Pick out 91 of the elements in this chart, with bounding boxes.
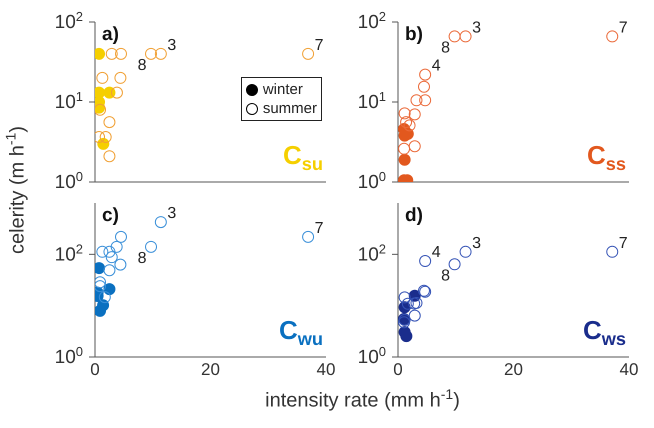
y-tick-label: 10$^{1}$ (358, 88, 386, 113)
annotation: 7 (618, 19, 628, 36)
text: winter (262, 80, 303, 99)
x-tick-label: 40 (618, 360, 640, 379)
point (419, 68, 432, 81)
point (103, 150, 116, 162)
annotation: C$_{wu}$ (278, 315, 323, 350)
annotation: 4 (432, 58, 441, 75)
point (400, 330, 412, 342)
point (95, 262, 106, 274)
point (154, 216, 167, 228)
point (402, 298, 414, 310)
x-tick-label: 20 (503, 360, 524, 379)
point (419, 255, 432, 268)
point (110, 240, 123, 253)
x-tick-label: 0 (89, 360, 101, 379)
point (460, 246, 472, 258)
point (114, 230, 127, 243)
y-tick-label: 10$^{1}$ (54, 88, 83, 113)
chart-title: b) (405, 24, 423, 46)
point (100, 131, 112, 144)
point (145, 48, 158, 60)
point (103, 246, 116, 258)
y-tick-label: 10$^{0}$ (358, 168, 386, 193)
point (98, 291, 111, 304)
chart-title: d) (405, 205, 423, 227)
annotation: 7 (618, 234, 628, 252)
point (114, 258, 126, 271)
point (398, 316, 410, 328)
point (398, 107, 411, 120)
y-tick-label: 10$^{0}$ (358, 344, 386, 368)
point (106, 251, 118, 264)
point (398, 142, 410, 155)
y-tick-label: 10$^{2}$ (54, 240, 83, 266)
point (460, 30, 472, 42)
point (419, 94, 432, 106)
point (114, 48, 127, 60)
point (606, 30, 618, 42)
x-axis-title: intensity rate (mm h$^{-1}$) (265, 386, 460, 412)
annotation: 3 (472, 234, 482, 252)
point (103, 264, 116, 276)
annotation: 4 (432, 244, 441, 262)
y-tick-label: 10$^{0}$ (54, 168, 83, 193)
point (154, 48, 167, 60)
x-tick-label: 0 (392, 360, 404, 379)
point (145, 240, 158, 253)
annotation: 3 (472, 19, 482, 36)
point (408, 108, 421, 120)
y-tick-label: 10$^{2}$ (54, 8, 83, 33)
annotation: C$_{su}$ (282, 140, 323, 174)
annotation: 7 (314, 220, 324, 237)
y-tick-label: 10$^{0}$ (54, 344, 83, 368)
point (106, 48, 118, 60)
annotation: C$_{ws}$ (582, 315, 626, 350)
point (408, 140, 421, 152)
point (408, 310, 421, 322)
point (606, 246, 618, 258)
chart-title: a) (102, 24, 119, 46)
annotation: 3 (167, 205, 176, 222)
point (398, 291, 411, 304)
y-tick-label: 10$^{2}$ (358, 8, 386, 33)
annotation: 8 (138, 56, 147, 74)
point (404, 119, 416, 132)
point (110, 86, 123, 99)
point (96, 246, 108, 258)
point (95, 276, 106, 288)
annotation: 8 (138, 250, 147, 267)
text: summer (262, 99, 317, 118)
y-tick-label: 10$^{2}$ (358, 240, 386, 266)
annotation: 3 (167, 36, 176, 54)
point (103, 116, 116, 128)
annotation: C$_{ss}$ (586, 140, 626, 174)
point (400, 116, 412, 128)
point (114, 72, 126, 84)
point (418, 80, 430, 93)
chart-title: c) (102, 205, 119, 227)
point (95, 48, 106, 60)
point (95, 304, 106, 317)
point (302, 230, 314, 243)
point (398, 154, 411, 166)
x-tick-label: 20 (200, 360, 221, 379)
annotation: 8 (441, 39, 450, 56)
annotation: 8 (441, 267, 450, 284)
point (448, 30, 461, 42)
point (302, 48, 314, 60)
point (410, 94, 422, 106)
x-tick-label: 40 (316, 360, 336, 379)
point (448, 258, 461, 270)
annotation: 7 (314, 36, 324, 54)
point (95, 280, 106, 292)
point (96, 72, 108, 84)
